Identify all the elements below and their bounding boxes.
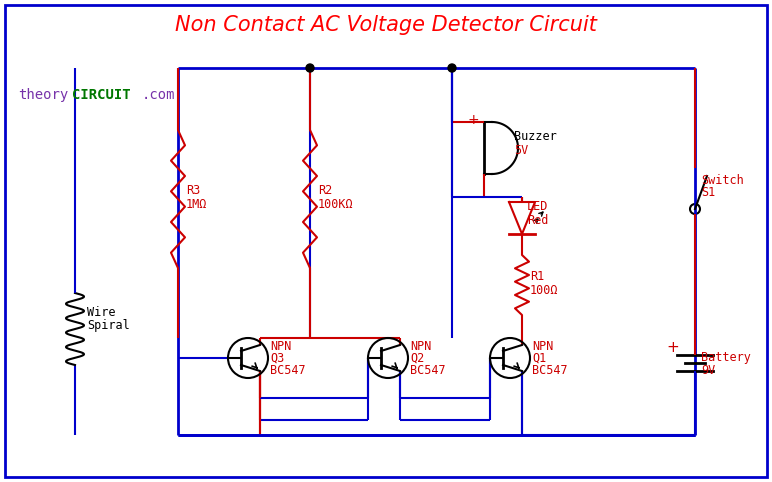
Text: Non Contact AC Voltage Detector Circuit: Non Contact AC Voltage Detector Circuit [175,15,597,35]
Text: Switch: Switch [701,174,743,187]
Text: R2: R2 [318,185,332,198]
Text: Wire: Wire [87,307,116,320]
Text: 5V: 5V [514,144,528,157]
Text: Battery: Battery [701,351,751,364]
Text: CIRCUIT: CIRCUIT [72,88,130,102]
Text: 100KΩ: 100KΩ [318,198,354,211]
Text: Red: Red [527,214,548,227]
Text: NPN: NPN [270,339,291,352]
Text: BC547: BC547 [270,363,306,376]
Text: NPN: NPN [532,339,554,352]
Text: BC547: BC547 [410,363,445,376]
Text: S1: S1 [701,187,715,200]
Text: Q3: Q3 [270,351,284,364]
Text: 9V: 9V [701,364,715,377]
Text: Q2: Q2 [410,351,425,364]
Text: Buzzer: Buzzer [514,130,557,143]
Text: NPN: NPN [410,339,432,352]
Text: R1: R1 [530,270,544,283]
Text: +: + [467,113,479,127]
Text: BC547: BC547 [532,363,567,376]
Text: theory: theory [18,88,68,102]
Circle shape [448,64,456,72]
Text: 1MΩ: 1MΩ [186,198,208,211]
Text: LED: LED [527,200,548,213]
Circle shape [306,64,314,72]
Text: .com: .com [142,88,175,102]
Text: Q1: Q1 [532,351,547,364]
Text: 100Ω: 100Ω [530,283,558,296]
Text: +: + [667,339,679,354]
Text: Spiral: Spiral [87,320,130,333]
Text: R3: R3 [186,185,200,198]
